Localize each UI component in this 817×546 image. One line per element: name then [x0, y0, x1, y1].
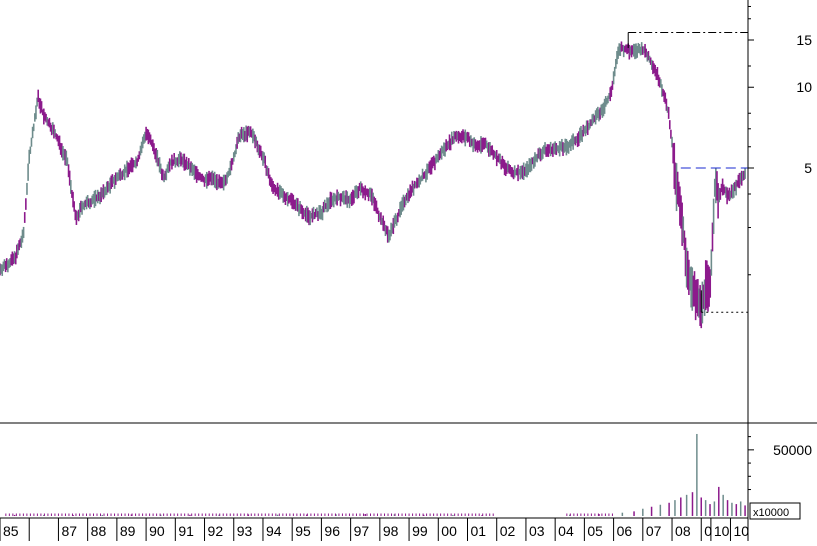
- x-tick-label: 95: [295, 523, 311, 539]
- price-panel: [0, 31, 748, 329]
- x-tick-label: 01: [471, 523, 487, 539]
- x-tick-label: 00: [441, 523, 457, 539]
- x-tick-label: 97: [354, 523, 370, 539]
- x-tick-label: 96: [324, 523, 340, 539]
- x-tick-label: 05: [587, 523, 603, 539]
- x-tick-label: 91: [178, 523, 194, 539]
- volume-panel: [5, 433, 746, 516]
- volume-tick-label: 50000: [773, 442, 812, 458]
- x-tick-label: 99: [412, 523, 428, 539]
- y-tick-label: 10: [796, 79, 812, 95]
- x-tick-label: 0: [704, 523, 712, 539]
- x-tick-label: 10: [714, 523, 730, 539]
- x-tick-label: 03: [529, 523, 545, 539]
- x-tick-label: 98: [383, 523, 399, 539]
- x-tick-label: 06: [617, 523, 633, 539]
- x-tick-label: 85: [3, 523, 19, 539]
- x-tick-label: 92: [208, 523, 224, 539]
- x-tick-label: 89: [120, 523, 136, 539]
- x-tick-label: 07: [646, 523, 662, 539]
- x-tick-label: 10: [733, 523, 749, 539]
- x-tick-label: 04: [558, 523, 574, 539]
- x-tick-label: 94: [266, 523, 282, 539]
- volume-unit-label: x10000: [753, 507, 789, 519]
- x-tick-label: 90: [149, 523, 165, 539]
- volume-unit-box: [749, 502, 801, 520]
- x-tick-label: 88: [91, 523, 107, 539]
- x-tick-label: 08: [675, 523, 691, 539]
- x-tick-label: 02: [500, 523, 516, 539]
- x-tick-label: 93: [237, 523, 253, 539]
- y-tick-label: 15: [796, 32, 812, 48]
- y-tick-label: 5: [804, 160, 812, 176]
- x-tick-label: 87: [61, 523, 77, 539]
